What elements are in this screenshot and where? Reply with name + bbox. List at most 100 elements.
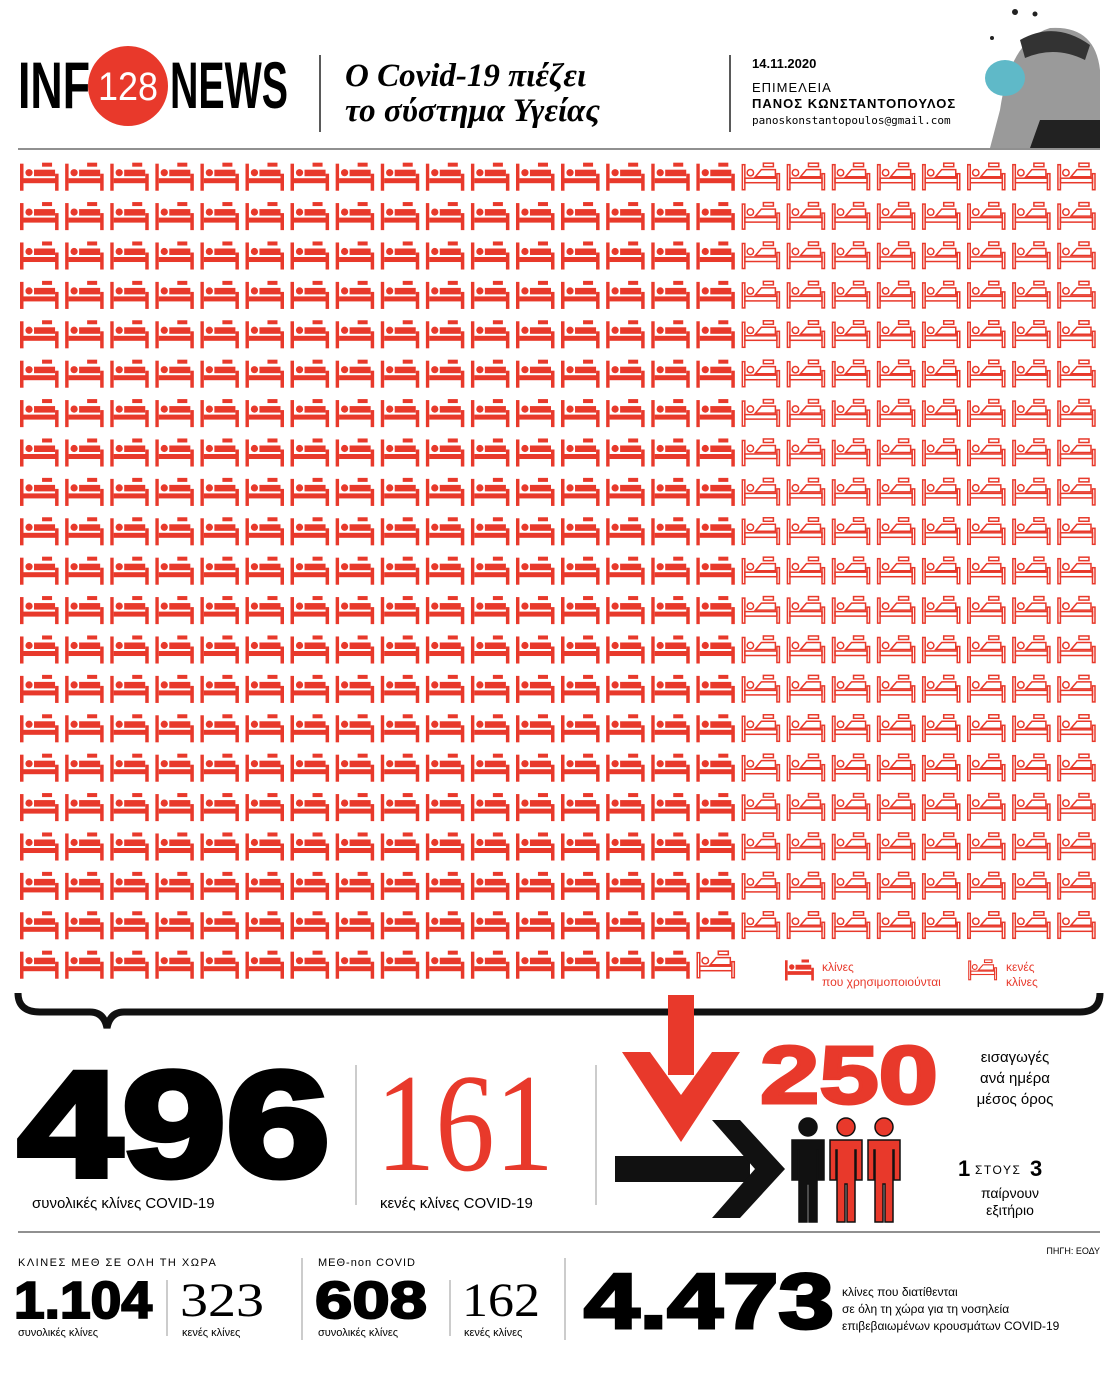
bed-used (470, 320, 510, 349)
bed-empty (831, 753, 871, 782)
bed-used (290, 950, 330, 979)
admissions-label: ανά ημέρα (980, 1070, 1050, 1087)
bed-empty (876, 871, 916, 900)
bed-used (515, 635, 555, 664)
bed-empty (876, 319, 916, 349)
bed-empty (831, 635, 871, 664)
bed-empty (921, 713, 961, 743)
bed-used (606, 517, 645, 546)
bed-empty (876, 792, 916, 821)
bed-used (651, 596, 690, 625)
bed-used (606, 556, 645, 585)
bed-used (425, 635, 465, 664)
bed-used (20, 556, 59, 585)
bed-empty (966, 832, 1006, 861)
bed-used (65, 950, 104, 979)
bed-used (110, 320, 149, 349)
bed-used (290, 359, 330, 388)
bed-used (606, 635, 645, 664)
bed-empty (966, 635, 1006, 664)
bed-empty (966, 516, 1006, 546)
bed-used (561, 832, 600, 861)
bed-empty (876, 477, 916, 506)
bed-used (20, 280, 59, 309)
bed-used (110, 162, 149, 191)
bed-used (245, 871, 284, 900)
bed-used (110, 674, 149, 703)
bed-used (200, 871, 239, 900)
bed-empty (876, 162, 916, 191)
legend-swatch (968, 959, 998, 981)
bed-used (515, 359, 555, 388)
bed-used (696, 832, 735, 861)
logo-text: INF (18, 48, 90, 122)
bed-empty (1012, 438, 1051, 467)
bed-used (425, 241, 465, 270)
bed-used (290, 202, 330, 231)
bed-used (606, 911, 645, 940)
admissions-label: μέσος όρος (977, 1091, 1054, 1108)
bed-empty (741, 280, 781, 309)
bed-empty (876, 595, 916, 624)
bed-used (651, 280, 690, 309)
bed-empty (1057, 201, 1096, 230)
bed-used (561, 950, 600, 979)
source: ΠΗΓΗ: ΕΟΔΥ (1046, 1246, 1100, 1256)
bed-empty (1012, 516, 1051, 546)
bed-empty (966, 556, 1006, 585)
bed-used (110, 359, 149, 388)
bed-used (110, 596, 149, 625)
bed-used (65, 438, 104, 467)
bed-used (425, 320, 465, 349)
bed-used (606, 871, 645, 900)
bed-used (561, 359, 600, 388)
bed-used (20, 674, 59, 703)
bed-used (65, 202, 104, 231)
bed-used (561, 674, 600, 703)
bed-used (425, 871, 465, 900)
logo-text: NEWS (170, 48, 288, 122)
bed-empty (1057, 516, 1096, 546)
bed-used (155, 832, 194, 861)
bed-used (515, 241, 555, 270)
bed-used (561, 202, 600, 231)
bed-empty (741, 753, 781, 782)
bed-used (155, 162, 194, 191)
bed-used (606, 399, 645, 428)
total-beds: 496 (18, 1040, 330, 1208)
legend-text: κλίνες (822, 960, 854, 974)
bed-empty (741, 477, 781, 506)
national-label: σε όλη τη χώρα για τη νοσηλεία (842, 1302, 1009, 1316)
bed-empty (1057, 792, 1096, 821)
bed-used (380, 517, 420, 546)
bed-empty (741, 319, 781, 349)
bed-empty (921, 516, 961, 546)
bed-used (696, 556, 735, 585)
bed-empty (741, 556, 781, 585)
title: Ο Covid-19 πιέζει (345, 58, 586, 94)
bed-used (696, 517, 735, 546)
bed-used (651, 635, 690, 664)
bed-used (470, 674, 510, 703)
bed-empty (1057, 910, 1096, 940)
bed-used (335, 438, 375, 467)
bed-empty (921, 398, 961, 427)
brace (14, 992, 1104, 1029)
bed-empty (966, 477, 1006, 506)
bed-used (20, 753, 59, 782)
bed-used (110, 832, 149, 861)
bed-used (245, 832, 284, 861)
bed-used (335, 359, 375, 388)
bed-used (561, 793, 600, 822)
bed-used (65, 753, 104, 782)
bed-empty (921, 280, 961, 309)
ratio-label: παίρνουν (981, 1185, 1039, 1201)
bed-used (651, 674, 690, 703)
bed-used (515, 517, 555, 546)
portrait (985, 9, 1100, 148)
bed-used (651, 359, 690, 388)
bed-used (20, 911, 59, 940)
email: panoskonstantopoulos@gmail.com (752, 114, 951, 127)
bed-empty (831, 359, 871, 388)
